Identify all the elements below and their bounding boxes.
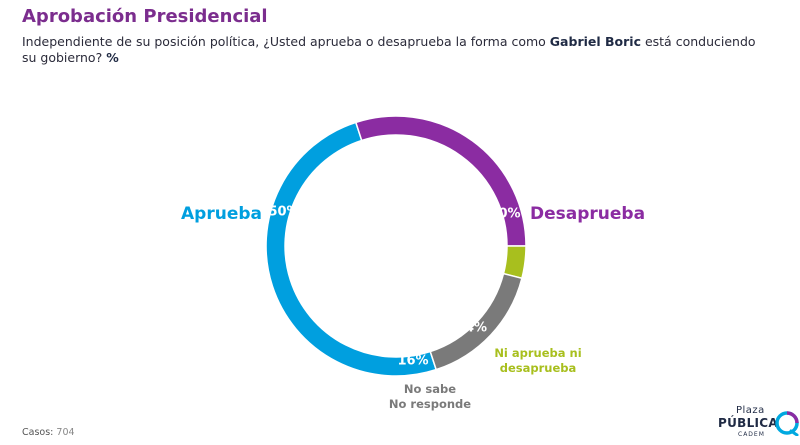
slice-category-label-line: desaprueba <box>500 361 577 375</box>
logo-line-1: Plaza <box>736 405 765 416</box>
cases-value: 704 <box>56 427 75 438</box>
donut-slice <box>265 121 438 377</box>
logo-line-3: CADEM <box>738 431 765 438</box>
chart-title: Aprobación Presidencial <box>22 6 268 27</box>
slice-category-label-line: Ni aprueba ni <box>494 346 581 360</box>
cases-label: Casos: <box>22 427 54 438</box>
slice-category-label-line: Aprueba <box>181 204 262 224</box>
slice-category-label: No sabe No responde <box>389 382 471 411</box>
slice-category-label: Ni aprueba ni desaprueba <box>494 346 581 375</box>
slice-value-label: 16% <box>397 354 428 369</box>
slice-value-label: 30% <box>489 207 520 222</box>
donut-slice <box>502 245 527 280</box>
logo-swirl-icon <box>775 411 799 436</box>
slice-category-label-line: No responde <box>389 397 471 411</box>
brand-logo: Plaza PÚBLICA CADEM <box>718 405 800 445</box>
donut-slice <box>429 272 523 371</box>
slice-category-label-line: No sabe <box>404 382 456 396</box>
slice-category-label-line: Desaprueba <box>530 204 645 224</box>
logo-line-2: PÚBLICA <box>718 416 778 430</box>
slice-value-label: 50% <box>268 205 299 220</box>
subtitle-text-2: está conduciendo su gobierno? <box>22 34 756 65</box>
slice-category-label: Aprueba <box>181 204 262 224</box>
subtitle-unit: % <box>106 50 119 65</box>
subtitle-text-1: Independiente de su posición política, ¿… <box>22 34 550 49</box>
chart-subtitle: Independiente de su posición política, ¿… <box>22 34 762 66</box>
sample-size: Casos: 704 <box>22 427 75 438</box>
donut-slice <box>354 115 527 247</box>
slice-value-label: 4% <box>465 321 487 336</box>
slice-category-label: Desaprueba <box>530 204 645 224</box>
subtitle-name: Gabriel Boric <box>549 34 641 49</box>
